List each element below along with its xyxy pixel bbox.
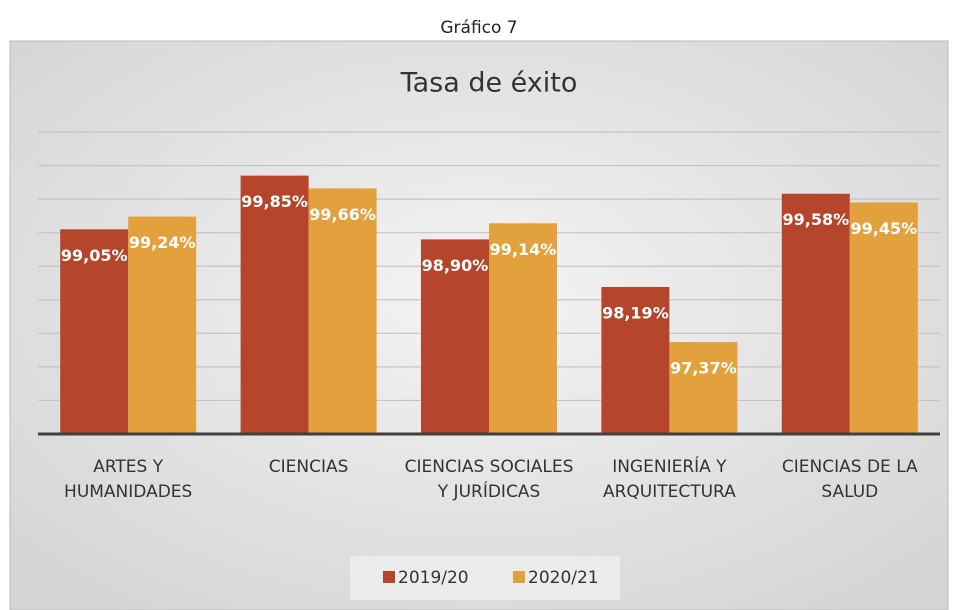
chart-title: Tasa de éxito <box>400 68 578 99</box>
x-tick-label: INGENIERÍA Y ARQUITECTURA <box>602 457 736 502</box>
bar <box>240 175 309 434</box>
bar <box>849 202 918 434</box>
x-tick-label: CIENCIAS SOCIALES Y JURÍDICAS <box>404 457 574 502</box>
bar <box>421 239 489 434</box>
bar <box>128 216 197 434</box>
value-label: 99,24% <box>129 233 196 252</box>
bar <box>489 223 557 434</box>
x-tick-label: CIENCIAS <box>268 457 349 477</box>
bar <box>781 193 850 434</box>
value-label: 98,19% <box>602 304 669 323</box>
legend-swatch <box>513 571 525 583</box>
value-label: 99,45% <box>850 219 917 238</box>
value-label: 99,85% <box>241 192 308 211</box>
value-label: 99,66% <box>309 205 376 224</box>
value-label: 99,58% <box>782 210 849 229</box>
value-label: 98,90% <box>422 256 489 275</box>
bar <box>601 287 670 434</box>
bar <box>669 342 738 434</box>
header: Gráfico 7 <box>440 18 517 38</box>
legend-label: 2019/20 <box>398 568 469 588</box>
value-label: 99,05% <box>61 246 128 265</box>
legend-swatch <box>383 571 395 583</box>
legend-label: 2020/21 <box>528 568 599 588</box>
value-label: 99,14% <box>490 240 557 259</box>
x-tick-label: ARTES Y HUMANIDADES <box>64 457 193 502</box>
x-tick-label: CIENCIAS DE LA SALUD <box>781 457 918 502</box>
value-label: 97,37% <box>670 359 737 378</box>
bar <box>308 188 377 434</box>
bar <box>60 229 129 434</box>
